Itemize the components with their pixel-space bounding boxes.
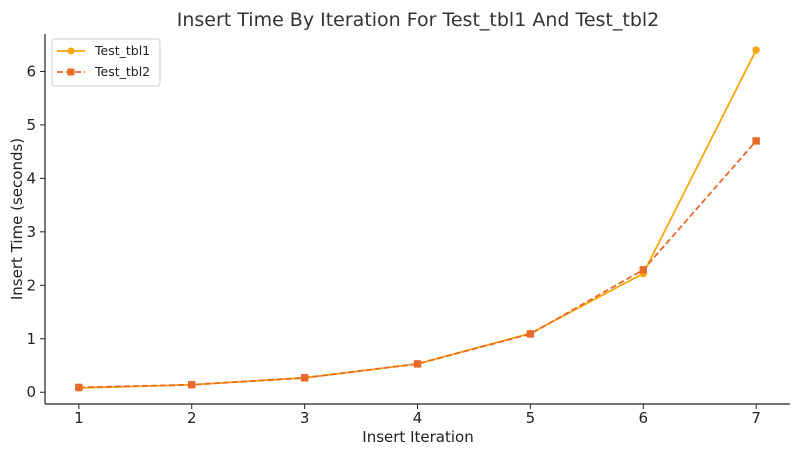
x-tick-label: 1 (74, 409, 84, 427)
y-tick-label: 5 (26, 116, 36, 134)
x-tick-label: 7 (751, 409, 761, 427)
data-point-test-tbl2 (188, 381, 196, 389)
x-tick-label: 6 (638, 409, 648, 427)
axes (44, 34, 790, 405)
chart-title: Insert Time By Iteration For Test_tbl1 A… (177, 9, 660, 31)
y-tick-label: 2 (26, 276, 36, 294)
legend-marker-test-tbl2 (67, 68, 75, 76)
series-lines (78, 49, 757, 389)
x-tick-label: 2 (187, 409, 197, 427)
data-point-test-tbl2 (75, 383, 83, 392)
y-tick-label: 0 (26, 383, 36, 401)
series-markers (75, 46, 760, 392)
x-tick-label: 5 (526, 409, 536, 427)
data-point-test-tbl2 (639, 266, 647, 274)
legend-label-test-tbl2: Test_tbl2 (94, 64, 150, 79)
series-line-test-tbl1 (78, 49, 757, 389)
data-point-test-tbl2 (300, 374, 309, 382)
data-point-test-tbl2 (413, 360, 422, 368)
data-point-test-tbl2 (526, 330, 535, 338)
series-line-test-tbl2 (78, 140, 757, 389)
x-ticks: 1 2 3 4 5 6 7 (74, 404, 761, 427)
legend: Test_tbl1 Test_tbl2 (51, 38, 161, 87)
y-tick-label: 6 (26, 62, 36, 80)
x-tick-label: 4 (413, 409, 423, 427)
data-point-test-tbl1 (752, 46, 760, 54)
y-tick-label: 3 (26, 223, 36, 241)
x-axis-label: Insert Iteration (362, 428, 473, 446)
data-point-test-tbl2 (752, 137, 760, 145)
y-ticks: 0 1 2 3 4 5 6 (26, 62, 45, 401)
x-tick-label: 3 (300, 409, 310, 427)
legend-label-test-tbl1: Test_tbl1 (94, 43, 150, 58)
legend-marker-test-tbl1 (67, 47, 75, 55)
y-axis-label: Insert Time (seconds) (8, 138, 26, 300)
y-tick-label: 4 (26, 169, 36, 187)
y-tick-label: 1 (26, 330, 36, 348)
